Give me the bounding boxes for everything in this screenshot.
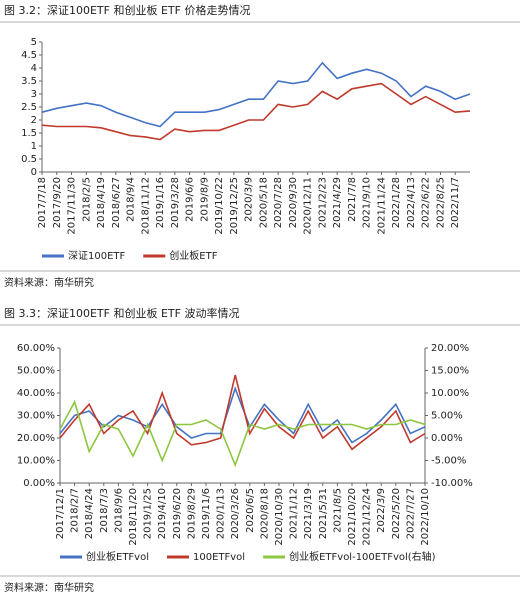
legend-label: 100ETFvol xyxy=(193,552,245,563)
x-tick-label: 2018/4/19 xyxy=(96,177,107,228)
x-tick-label: 2018/9/6 xyxy=(113,488,124,533)
series-line xyxy=(59,386,426,444)
x-tick-label: 2019/1/16 xyxy=(155,177,166,228)
y-tick-label: 20.00% xyxy=(17,433,55,444)
x-tick-label: 2018/2/7 xyxy=(70,488,81,533)
x-tick-label: 2020/8/18 xyxy=(259,488,270,539)
y-tick-label: 1 xyxy=(31,141,37,152)
x-tick-label: 2019/8/9 xyxy=(199,177,210,222)
y-tick-label: 30.00% xyxy=(17,411,55,422)
x-tick-label: 2022/6/22 xyxy=(421,177,432,228)
y2-tick-label: 20.00% xyxy=(431,343,469,354)
x-tick-label: 2017/9/20 xyxy=(52,177,63,228)
x-tick-label: 2020/12/11 xyxy=(303,177,314,235)
x-tick-label: 2022/1/28 xyxy=(391,177,402,228)
x-tick-label: 2019/4/10 xyxy=(157,488,168,539)
x-tick-label: 2022/10/10 xyxy=(420,488,431,546)
x-tick-label: 2018/9/4 xyxy=(126,177,137,222)
series-line xyxy=(41,61,471,128)
x-tick-label: 2021/4/29 xyxy=(332,177,343,228)
y-tick-label: 3 xyxy=(31,89,37,100)
x-tick-label: 2018/2/5 xyxy=(81,177,92,222)
x-tick-label: 2021/12/24 xyxy=(362,488,373,546)
y-tick-label: 0.5 xyxy=(21,154,37,165)
x-tick-label: 2019/11/6 xyxy=(201,488,212,539)
x-tick-label: 2022/4/13 xyxy=(406,177,417,228)
x-tick-label: 2021/5/31 xyxy=(318,488,329,539)
x-tick-label: 2020/6/5 xyxy=(245,488,256,533)
source-note: 资料来源：南华研究 xyxy=(4,276,94,289)
x-tick-label: 2020/10/30 xyxy=(274,488,285,546)
x-tick-label: 2020/1/13 xyxy=(216,488,227,539)
x-tick-label: 2019/6/20 xyxy=(172,488,183,539)
legend-label: 深证100ETF xyxy=(68,250,126,262)
x-tick-label: 2019/8/29 xyxy=(186,488,197,539)
x-tick-label: 2021/11/24 xyxy=(376,177,387,235)
x-tick-label: 2022/7/27 xyxy=(405,488,416,539)
x-tick-label: 2021/2/23 xyxy=(317,177,328,228)
x-tick-label: 2021/1/12 xyxy=(289,488,300,539)
source-note: 资料来源：南华研究 xyxy=(4,581,94,594)
y2-tick-label: 10.00% xyxy=(431,388,469,399)
y-tick-label: 3.5 xyxy=(21,76,37,87)
x-tick-label: 2021/10/20 xyxy=(347,488,358,546)
y-tick-label: 4 xyxy=(31,63,37,74)
legend-label: 创业板ETFvol xyxy=(86,550,149,563)
x-tick-label: 2020/3/9 xyxy=(244,177,255,222)
x-tick-label: 2018/7/3 xyxy=(99,488,110,533)
x-tick-label: 2019/10/22 xyxy=(214,177,225,235)
x-tick-label: 2019/3/28 xyxy=(170,177,181,228)
legend-label: 创业板ETFvol-100ETFvol(右轴) xyxy=(289,550,436,563)
y-tick-label: 5 xyxy=(31,37,37,48)
x-tick-label: 2018/4/24 xyxy=(84,488,95,539)
y-tick-label: 50.00% xyxy=(17,366,55,377)
x-tick-label: 2018/11/12 xyxy=(140,177,151,235)
y-tick-label: 40.00% xyxy=(17,388,55,399)
x-tick-label: 2017/11/30 xyxy=(67,177,78,235)
x-tick-label: 2021/9/10 xyxy=(362,177,373,228)
figure-caption: 图 3.3：深证100ETF 和创业板 ETF 波动率情况 xyxy=(4,306,239,320)
x-tick-label: 2021/7/8 xyxy=(347,177,358,222)
x-tick-label: 2020/7/28 xyxy=(273,177,284,228)
x-tick-label: 2018/6/27 xyxy=(111,177,122,228)
y-tick-label: 2.5 xyxy=(21,102,37,113)
y-tick-label: 4.5 xyxy=(21,50,37,61)
y-tick-label: 0.00% xyxy=(23,478,55,489)
x-tick-label: 2022/11/7 xyxy=(450,177,461,228)
y2-tick-label: 0.00% xyxy=(431,433,463,444)
series-line xyxy=(59,399,426,468)
y-tick-label: 2 xyxy=(31,115,37,126)
x-tick-label: 2018/11/20 xyxy=(128,488,139,546)
y-tick-label: 60.00% xyxy=(17,343,55,354)
x-tick-label: 2021/8/5 xyxy=(332,488,343,533)
x-tick-label: 2020/9/30 xyxy=(288,177,299,228)
y2-tick-label: -5.00% xyxy=(431,456,466,467)
x-tick-label: 2017/12/1 xyxy=(55,488,66,539)
x-tick-label: 2019/12/25 xyxy=(229,177,240,235)
y-tick-label: 1.5 xyxy=(21,128,37,139)
x-tick-label: 2022/5/20 xyxy=(391,488,402,539)
x-tick-label: 2017/7/18 xyxy=(37,177,48,228)
y2-tick-label: 5.00% xyxy=(431,411,463,422)
y-tick-label: 10.00% xyxy=(17,456,55,467)
x-tick-label: 2019/6/6 xyxy=(185,177,196,222)
legend-label: 创业板ETF xyxy=(169,249,217,262)
x-tick-label: 2021/3/19 xyxy=(303,488,314,539)
x-tick-label: 2022/8/25 xyxy=(435,177,446,228)
y-tick-label: 0 xyxy=(31,167,37,178)
x-tick-label: 2022/3/9 xyxy=(376,488,387,533)
y2-tick-label: 15.00% xyxy=(431,366,469,377)
figure-caption: 图 3.2：深证100ETF 和创业板 ETF 价格走势情况 xyxy=(4,3,250,17)
y2-tick-label: -10.00% xyxy=(431,478,473,489)
series-line xyxy=(41,82,471,141)
x-tick-label: 2019/1/25 xyxy=(143,488,154,539)
x-tick-label: 2020/3/26 xyxy=(230,488,241,539)
x-tick-label: 2020/5/18 xyxy=(258,177,269,228)
series-line xyxy=(59,374,426,451)
